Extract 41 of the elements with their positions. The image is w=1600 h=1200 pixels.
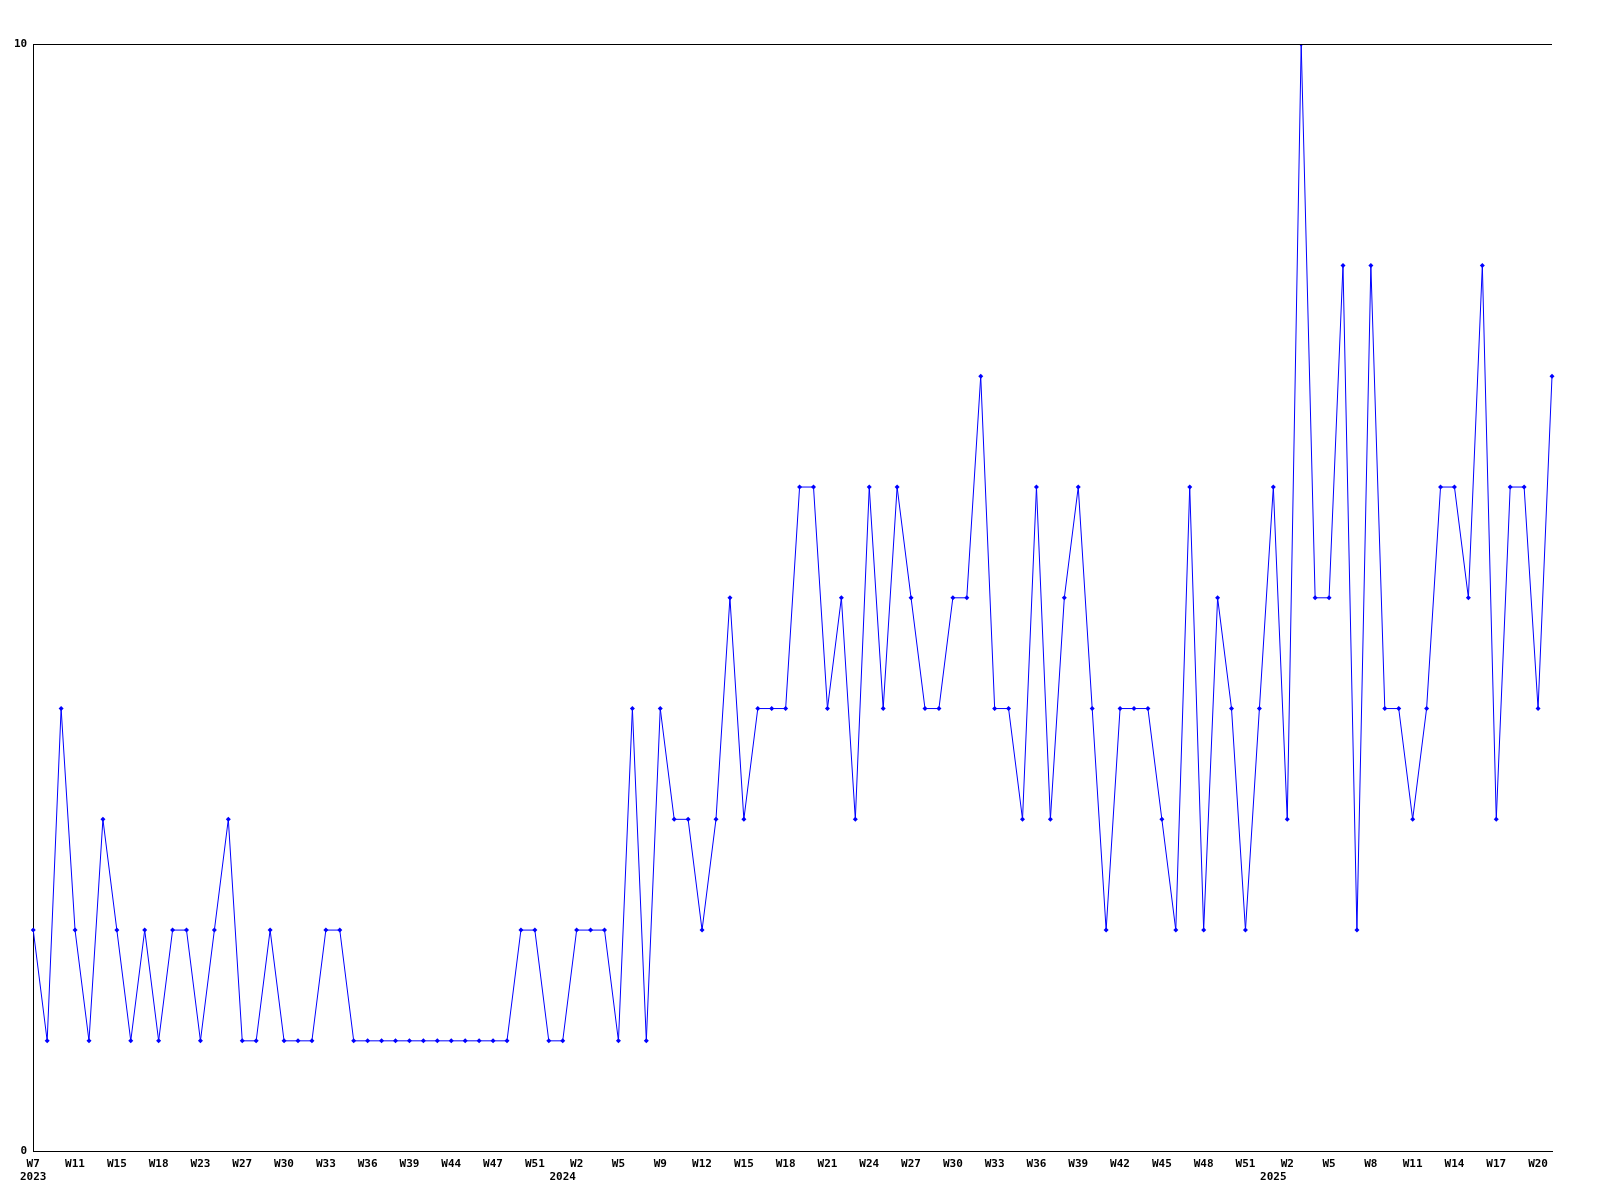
x-tick-label: W39 (1068, 1157, 1089, 1171)
x-tick-label: 2025 (1260, 1170, 1287, 1184)
x-tick-label: W2 (1280, 1157, 1294, 1171)
x-tick-label: W27 (901, 1157, 921, 1171)
x-tick-label: W47 (483, 1157, 503, 1171)
x-tick-label: W42 (1110, 1157, 1130, 1171)
x-tick-label: W11 (1402, 1157, 1423, 1171)
x-tick-label: W33 (315, 1157, 336, 1171)
x-tick-label: W15 (733, 1157, 754, 1171)
y-tick-label: 10 (14, 36, 28, 50)
x-tick-label: W51 (1235, 1157, 1256, 1171)
x-tick-label: W24 (859, 1157, 880, 1171)
x-tick-label: W5 (1322, 1157, 1336, 1171)
y-tick-label: 0 (20, 1144, 28, 1158)
x-tick-label: W5 (611, 1157, 626, 1171)
x-tick-label: W7 2023 (20, 1157, 47, 1184)
x-tick-label: W11 (65, 1157, 86, 1171)
x-tick-label: W23 (190, 1157, 211, 1171)
x-tick-label: W12 (692, 1157, 712, 1171)
x-tick-label: W36 (1026, 1157, 1047, 1171)
x-tick-label: W9 (653, 1157, 667, 1171)
x-tick-label: 2024 (549, 1170, 577, 1184)
x-tick-label: W15 (106, 1157, 127, 1171)
x-tick-label: W14 (1444, 1157, 1465, 1171)
x-tick-label: W48 (1193, 1157, 1214, 1171)
x-tick-label: W17 (1486, 1157, 1507, 1171)
x-tick-label: W39 (399, 1157, 420, 1171)
x-tick-label: W27 (232, 1157, 253, 1171)
x-tick-label: W30 (274, 1157, 294, 1171)
x-tick-label: W20 (1528, 1157, 1548, 1171)
x-tick-label: W8 (1364, 1157, 1378, 1171)
x-tick-label: W18 (775, 1157, 796, 1171)
x-tick-label: W45 (1151, 1157, 1172, 1171)
x-tick-label: W44 (441, 1157, 462, 1171)
x-tick-label: W2 (570, 1157, 584, 1171)
x-tick-label: W21 (817, 1157, 838, 1171)
x-tick-label: W18 (148, 1157, 169, 1171)
x-tick-label: W51 (524, 1157, 546, 1171)
x-tick-label: W36 (357, 1157, 378, 1171)
x-tick-label: W30 (942, 1157, 963, 1171)
x-tick-label: W33 (984, 1157, 1005, 1171)
